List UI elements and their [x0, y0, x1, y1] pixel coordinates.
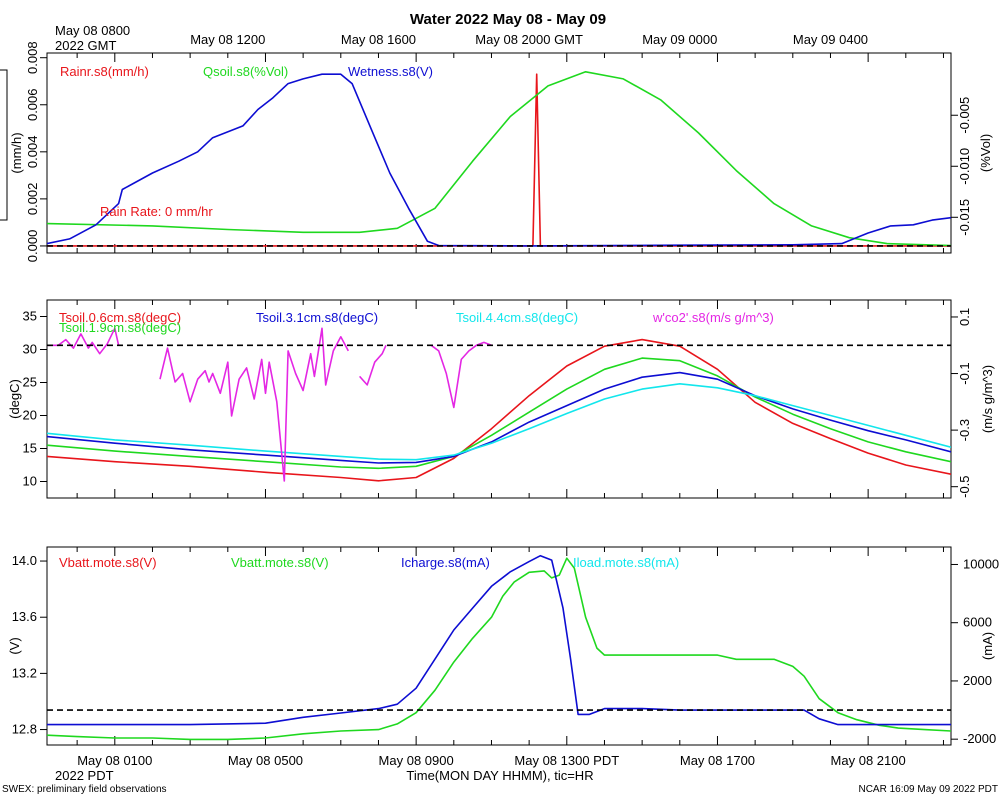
series-line-Tsoil.1.9cm.s8(degC): [47, 357, 951, 470]
left-tick-label: 15: [23, 441, 37, 456]
right-tick-label: -0.015: [957, 199, 972, 236]
right-tick-label: 2000: [963, 673, 992, 688]
right-axis-label: (mA): [980, 632, 995, 660]
left-tick-label: 12.8: [12, 722, 37, 737]
chart-title: Water 2022 May 08 - May 09: [410, 11, 606, 28]
legend-label: Iload.mote.s8(mA): [573, 555, 679, 570]
bottom-axis-xlabel: Time(MON DAY HHMM), tic=HR: [406, 768, 593, 783]
series-line-Tsoil.4.4cm.s8(degC): [47, 383, 951, 461]
left-tick-label: 13.6: [12, 609, 37, 624]
series-line-Icharge.s8(mA): [47, 554, 951, 726]
left-tick-label: 20: [23, 408, 37, 423]
left-axis-label: (degC): [7, 379, 22, 419]
left-tick-label: 0.002: [25, 183, 40, 216]
top-axis-tick-label: May 08 2000 GMT: [475, 32, 583, 47]
legend-label: Rainr.s8(mm/h): [60, 64, 149, 79]
top-axis-tick-label: May 08 1200: [190, 32, 265, 47]
footer-left: SWEX: preliminary field observations: [2, 784, 167, 795]
left-axis-label: (mm/h): [9, 132, 24, 173]
right-tick-label: -0.3: [957, 419, 972, 441]
panel-battery: 12.8 13.2 13.6 14.0 (V) -2000 2000 6000 10000 (mA…: [7, 546, 999, 746]
series-line-Tsoil.3.1cm.s8(degC): [47, 371, 951, 464]
top-axis-first-label-line1: May 08 0800: [55, 23, 130, 38]
left-tick-label: 13.2: [12, 665, 37, 680]
left-tick-label: 0.004: [25, 136, 40, 169]
right-tick-label: 6000: [963, 615, 992, 630]
legend-label: Tsoil.1.9cm.s8(degC): [59, 320, 181, 335]
left-tick-label: 0.008: [25, 41, 40, 74]
left-tick-label: 0.006: [25, 88, 40, 121]
legend-label: Vbatt.mote.s8(V): [59, 555, 157, 570]
panel-water: 0.000 0.002 0.004 0.006 0.008 (mm/h) -0.005 -0.…: [9, 41, 993, 262]
legend-label: Wetness.s8(V): [348, 64, 433, 79]
left-tick-label: 10: [23, 474, 37, 489]
legend-bracket: [0, 69, 8, 221]
series-line-Qsoil.s8(%Vol): [47, 71, 951, 247]
left-axis-label: (V): [7, 637, 22, 654]
panel-frame: [46, 52, 952, 254]
footer-right: NCAR 16:09 May 09 2022 PDT: [858, 784, 998, 795]
bottom-axis-year-label: 2022 PDT: [55, 768, 114, 783]
right-axis-label: (m/s g/m^3): [980, 365, 995, 433]
legend-label: Tsoil.4.4cm.s8(degC): [456, 310, 578, 325]
right-tick-label: -0.005: [957, 97, 972, 134]
panel-soil-temperature: 10 15 20 25 30 35 (degC) 0.1 -0.1 -0.3 -0.5 (m/s g/…: [7, 299, 995, 499]
bottom-axis-tick-label: May 08 0500: [228, 753, 303, 768]
series-line-Wetness.s8(V): [47, 73, 951, 247]
left-tick-label: 0.000: [25, 230, 40, 263]
bottom-axis-tick-label: May 08 1300 PDT: [514, 753, 619, 768]
left-tick-label: 30: [23, 342, 37, 357]
right-axis-label: (%Vol): [978, 134, 993, 172]
right-tick-label: -2000: [963, 731, 996, 746]
bottom-axis-tick-label: May 08 1700: [680, 753, 755, 768]
left-tick-label: 25: [23, 375, 37, 390]
top-axis-tick-label: May 09 0000: [642, 32, 717, 47]
bottom-axis-tick-label: May 08 2100: [831, 753, 906, 768]
legend-label: Vbatt.mote.s8(V): [231, 555, 329, 570]
bottom-axis-tick-label: May 08 0100: [77, 753, 152, 768]
right-tick-label: -0.5: [957, 475, 972, 497]
top-axis-first-label-line2: 2022 GMT: [55, 38, 116, 53]
left-tick-label: 14.0: [12, 553, 37, 568]
right-tick-label: 0.1: [957, 308, 972, 326]
right-tick-label: -0.1: [957, 362, 972, 384]
series-line-Vbatt.mote.s8(V): [47, 557, 951, 741]
rain-rate-annotation: Rain Rate: 0 mm/hr: [100, 204, 213, 219]
right-tick-label: -0.010: [957, 148, 972, 185]
series-line-w'co2'.s8(m/s g/m^3): [47, 327, 492, 482]
legend-label: Icharge.s8(mA): [401, 555, 490, 570]
legend-label: Qsoil.s8(%Vol): [203, 64, 288, 79]
legend-label: Tsoil.3.1cm.s8(degC): [256, 310, 378, 325]
series-line-Tsoil.0.6cm.s8(degC): [47, 338, 951, 482]
legend-label: w'co2'.s8(m/s g/m^3): [652, 310, 774, 325]
panel-frame: [46, 299, 952, 499]
panel-frame: [46, 546, 952, 746]
top-axis-tick-label: May 09 0400: [793, 32, 868, 47]
right-tick-label: 10000: [963, 556, 999, 571]
top-axis-tick-label: May 08 1600: [341, 32, 416, 47]
legend-label: Tsoil.0.6cm.s8(degC): [59, 310, 181, 325]
left-tick-label: 35: [23, 309, 37, 324]
bottom-axis-tick-label: May 08 0900: [379, 753, 454, 768]
